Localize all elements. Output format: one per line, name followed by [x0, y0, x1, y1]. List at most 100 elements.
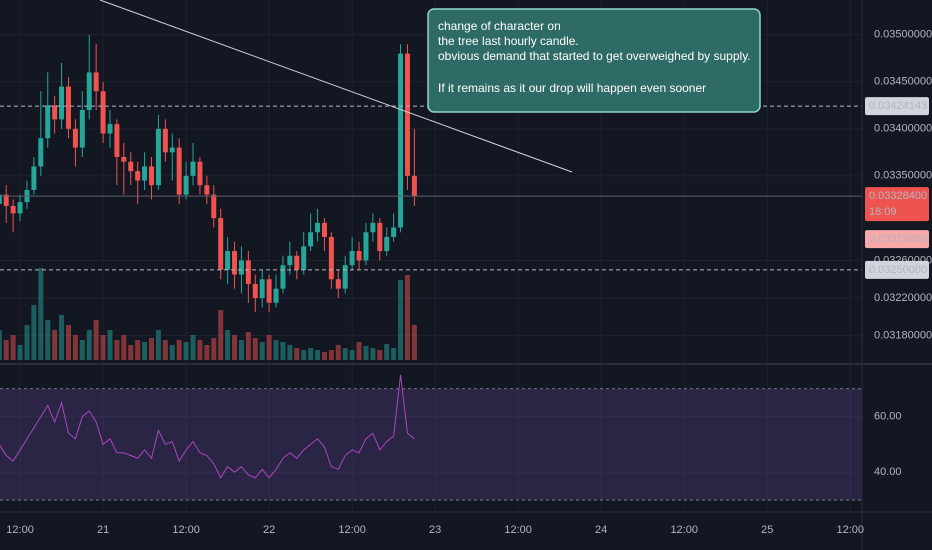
price-marker-label: 0.03315000: [869, 233, 927, 245]
candle-body: [384, 236, 390, 252]
volume-bar: [335, 345, 341, 360]
volume-bar: [142, 342, 148, 360]
price-marker-label: 0.03424143: [869, 100, 927, 112]
volume-bar: [0, 330, 2, 360]
candle-body: [211, 194, 217, 219]
volume-bar: [149, 338, 155, 360]
volume-bar: [377, 350, 383, 360]
candle-body: [391, 227, 397, 237]
price-pane: [0, 34, 862, 360]
trend-line: [99, 0, 573, 173]
annotation: change of character on the tree last hou…: [427, 8, 761, 113]
candle-body: [155, 128, 161, 186]
volume-bar: [259, 342, 265, 360]
x-tick-label: 21: [97, 524, 109, 536]
candle-body: [280, 265, 286, 289]
volume-bar: [155, 330, 161, 360]
candle-body: [121, 157, 127, 162]
annotation-note: If it remains as it our drop will happen…: [438, 81, 706, 95]
candle-body: [0, 194, 2, 205]
annotation-box: [427, 8, 761, 113]
volume-bar: [100, 335, 106, 360]
candle-body: [45, 105, 51, 139]
candle-body: [335, 279, 341, 289]
candle-body: [3, 194, 9, 206]
candle-body: [107, 124, 113, 134]
price-marker-box: [865, 260, 929, 279]
annotation-line: the tree last hourly candle.: [438, 34, 579, 48]
volume-bar: [391, 348, 397, 360]
candle-body: [315, 222, 321, 233]
candle-body: [197, 161, 203, 186]
price-marker-box: [865, 97, 929, 116]
candle-body: [301, 246, 307, 270]
volume-bar: [183, 342, 189, 360]
volume-bar: [218, 310, 224, 360]
candle-body: [183, 175, 189, 195]
volume-bar: [59, 315, 65, 360]
volume-bar: [176, 340, 182, 360]
x-tick-label: 24: [595, 524, 607, 536]
candle-body: [245, 260, 251, 284]
volume-bar: [273, 340, 279, 360]
volume-bar: [301, 350, 307, 360]
candle-body: [149, 166, 155, 186]
candle-body: [363, 232, 369, 261]
rsi-tick-label: 60.00: [874, 411, 902, 423]
y-tick-label: 0.03500000: [874, 29, 932, 41]
candle-body: [135, 171, 141, 181]
y-tick-label: 0.03180000: [874, 330, 932, 342]
candle-body: [114, 124, 120, 158]
volume-bar: [169, 345, 175, 360]
volume-bar: [280, 342, 286, 360]
volume-bar: [342, 348, 348, 360]
volume-bar: [252, 338, 258, 360]
candle-body: [232, 251, 238, 275]
candle-body: [79, 110, 85, 148]
volume-bar: [17, 345, 23, 360]
volume-bar: [107, 330, 113, 360]
candle-body: [252, 283, 258, 299]
volume-bar: [10, 335, 16, 360]
x-tick-label: 25: [761, 524, 773, 536]
countdown-label: 18:09: [869, 206, 897, 218]
volume-bar: [404, 275, 410, 360]
y-tick-label: 0.03220000: [874, 292, 932, 304]
x-tick-label: 12:00: [338, 524, 366, 536]
candle-body: [308, 232, 314, 247]
volume-bar: [411, 325, 417, 360]
candle-body: [266, 279, 272, 303]
x-tick-label: 12:00: [504, 524, 532, 536]
volume-bar: [204, 345, 210, 360]
candle-body: [259, 279, 265, 299]
volume-bar: [31, 305, 37, 360]
volume-bar: [52, 330, 58, 360]
volume-bar: [65, 325, 71, 360]
volume-bar: [86, 330, 92, 360]
candle-body: [218, 218, 224, 270]
y-tick-label: 0.03450000: [874, 76, 932, 88]
volume-bar: [45, 320, 51, 360]
x-tick-label: 12:00: [172, 524, 200, 536]
candle-body: [38, 138, 44, 167]
volume-bar: [384, 344, 390, 360]
candle-body: [10, 205, 16, 214]
volume-bar: [197, 340, 203, 360]
volume-bar: [225, 330, 231, 360]
volume-bar: [308, 348, 314, 360]
candle-body: [411, 175, 417, 197]
volume-bar: [79, 340, 85, 360]
volume-bar: [370, 348, 376, 360]
candle-body: [142, 166, 148, 181]
candle-body: [356, 251, 362, 261]
volume-bar: [356, 342, 362, 360]
volume-bar: [3, 340, 9, 360]
rsi-pane: [0, 374, 862, 501]
price-marker-label: 0.03250000: [869, 264, 927, 276]
volume-bar: [211, 338, 217, 360]
annotation-line: obvious demand that started to get overw…: [438, 49, 751, 63]
rsi-tick-label: 40.00: [874, 466, 902, 478]
volume-bar: [114, 340, 120, 360]
candle-body: [204, 185, 210, 195]
